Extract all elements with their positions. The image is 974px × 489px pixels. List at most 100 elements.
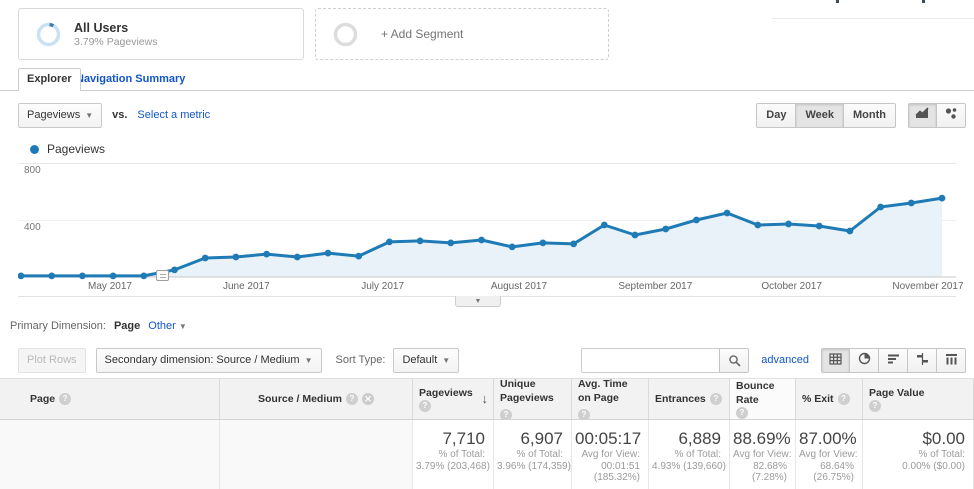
help-icon[interactable]: ? <box>736 407 748 419</box>
data-point[interactable] <box>754 221 762 229</box>
data-point[interactable] <box>723 209 731 217</box>
advanced-search-link[interactable]: advanced <box>761 354 809 366</box>
search-button[interactable] <box>719 347 750 373</box>
data-point[interactable] <box>631 231 639 239</box>
column-header-source-medium[interactable]: Source / Medium? ✕ <box>220 379 413 419</box>
tab-explorer[interactable]: Explorer <box>18 68 81 91</box>
column-label: Pageviews <box>419 387 473 399</box>
x-axis-label: October 2017 <box>761 281 822 292</box>
tab-navigation-summary[interactable]: Navigation Summary <box>76 73 186 85</box>
data-point[interactable] <box>785 220 792 228</box>
column-header-bounce-rate[interactable]: Bounce Rate? <box>730 379 796 419</box>
summary-subtext: % of Total: <box>918 449 965 460</box>
column-header-page-value[interactable]: Page Value? <box>863 379 974 419</box>
secondary-dimension-dropdown[interactable]: Secondary dimension: Source / Medium ▼ <box>95 347 322 373</box>
segment-card-all-users[interactable]: All Users 3.79% Pageviews <box>18 8 304 60</box>
data-point[interactable] <box>386 238 393 246</box>
table-toolbar: Plot Rows Secondary dimension: Source / … <box>18 347 966 373</box>
select-metric-link[interactable]: Select a metric <box>137 109 211 121</box>
data-point[interactable] <box>324 249 332 257</box>
granularity-day[interactable]: Day <box>756 102 797 128</box>
data-point[interactable] <box>539 239 547 247</box>
pageviews-line-chart[interactable] <box>18 160 956 297</box>
data-point[interactable] <box>846 227 854 235</box>
table-search <box>581 347 750 373</box>
column-label: Page <box>30 393 56 405</box>
data-point[interactable] <box>416 237 424 245</box>
view-data-table-button[interactable] <box>821 347 850 373</box>
plot-rows-button[interactable]: Plot Rows <box>18 347 86 373</box>
primary-dimension-row: Primary Dimension: Page Other ▼ <box>10 320 187 332</box>
data-point[interactable] <box>18 272 25 280</box>
view-performance-button[interactable] <box>879 347 908 373</box>
search-input[interactable] <box>581 347 720 373</box>
annotation-marker-icon[interactable] <box>156 270 169 281</box>
pivot-icon <box>945 353 958 368</box>
annotations-toggle[interactable]: ▼ <box>455 296 501 307</box>
help-icon[interactable]: ? <box>346 393 358 405</box>
summary-subtext: % of Total: <box>674 449 721 460</box>
column-label-group: Source / Medium? ✕ <box>258 392 374 406</box>
add-segment-card[interactable]: + Add Segment <box>315 8 609 60</box>
data-point[interactable] <box>293 253 301 261</box>
column-header-avg-time-on-page[interactable]: Avg. Time on Page? <box>572 378 649 421</box>
help-icon[interactable]: ? <box>869 400 881 412</box>
segment-subtitle: 3.79% Pageviews <box>74 35 158 48</box>
primary-dimension-page[interactable]: Page <box>113 320 141 332</box>
chevron-down-icon: ▼ <box>178 322 187 331</box>
help-icon[interactable]: ? <box>709 393 722 405</box>
data-point[interactable] <box>171 266 178 274</box>
data-point[interactable] <box>570 240 577 248</box>
column-header-entrances[interactable]: Entrances? <box>649 379 730 419</box>
data-point[interactable] <box>355 252 363 260</box>
summary-subtext: (185.32%) <box>593 472 640 483</box>
summary-entrances: 6,889% of Total: 4.93% (139,660) <box>649 420 730 489</box>
sort-type-value: Default <box>402 354 438 366</box>
remove-dimension-icon[interactable]: ✕ <box>362 393 374 405</box>
granularity-month[interactable]: Month <box>844 102 896 128</box>
data-point[interactable] <box>232 253 240 261</box>
primary-dimension-other[interactable]: Other <box>148 320 176 332</box>
column-label: Bounce Rate <box>736 380 775 406</box>
help-icon[interactable]: ? <box>837 393 850 405</box>
data-point[interactable] <box>600 221 608 229</box>
view-comparison-button[interactable] <box>908 347 937 373</box>
column-label: Entrances <box>655 393 706 405</box>
summary-subtext: 0.00% ($0.00) <box>902 460 965 472</box>
clipped-text-fragment <box>922 0 925 3</box>
view-pivot-button[interactable] <box>937 347 966 373</box>
help-icon[interactable]: ? <box>578 409 590 421</box>
motion-chart-toggle[interactable] <box>937 102 966 128</box>
data-point[interactable] <box>201 254 209 262</box>
data-point[interactable] <box>263 250 270 258</box>
data-point[interactable] <box>662 225 670 233</box>
data-point[interactable] <box>907 199 915 207</box>
data-point[interactable] <box>140 272 148 280</box>
data-point[interactable] <box>79 272 86 280</box>
data-point[interactable] <box>48 272 56 280</box>
view-percentage-button[interactable] <box>850 347 879 373</box>
data-point[interactable] <box>447 239 455 247</box>
data-point[interactable] <box>693 216 700 224</box>
column-header-unique-pageviews[interactable]: Unique Pageviews? <box>494 378 572 421</box>
data-point[interactable] <box>815 222 823 230</box>
help-icon[interactable]: ? <box>500 409 512 421</box>
metric-dropdown[interactable]: Pageviews ▼ <box>18 102 103 128</box>
sort-type-dropdown[interactable]: Default ▼ <box>393 347 460 373</box>
data-point[interactable] <box>938 194 946 202</box>
data-point[interactable] <box>877 203 884 211</box>
summary-value: 6,907 <box>520 429 563 448</box>
help-icon[interactable]: ? <box>419 400 431 412</box>
data-point[interactable] <box>478 236 485 244</box>
data-point[interactable] <box>109 272 117 280</box>
data-point[interactable] <box>508 243 516 251</box>
chart-type-group <box>908 102 966 128</box>
granularity-week[interactable]: Week <box>796 102 845 128</box>
column-header-pageviews[interactable]: Pageviews? ↓ <box>413 379 494 419</box>
column-header-page[interactable]: Page? <box>0 379 220 419</box>
help-icon[interactable]: ? <box>59 393 72 405</box>
column-header-exit[interactable]: % Exit? <box>796 379 863 419</box>
secondary-dimension-label: Secondary dimension: Source / Medium <box>104 354 300 366</box>
line-chart-toggle[interactable] <box>908 102 937 128</box>
metric-dropdown-label: Pageviews <box>27 109 81 121</box>
